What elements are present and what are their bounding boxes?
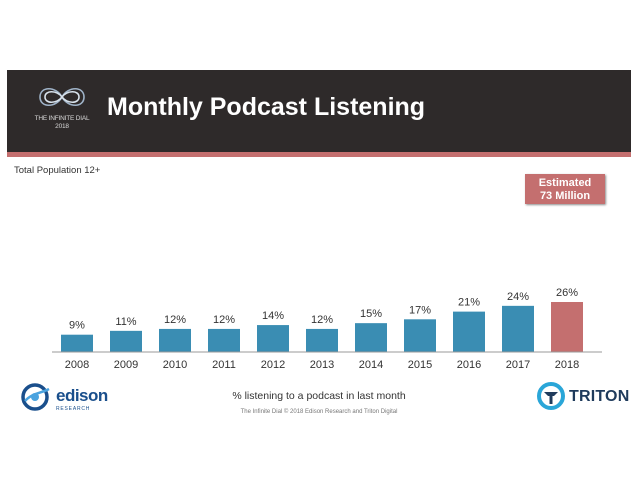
bar-2011 (208, 328, 240, 352)
data-label-2009: 11% (115, 316, 136, 328)
logo-caption: THE INFINITE DIAL 2018 (22, 115, 102, 131)
edison-research-logo: edison RESEARCH (18, 379, 108, 415)
estimate-callout: Estimated 73 Million (525, 174, 605, 204)
header-bar (7, 70, 631, 152)
callout-line-1: Estimated (538, 177, 592, 189)
bar-2018 (551, 302, 583, 352)
data-label-2016: 21% (458, 297, 480, 309)
x-tick-2010: 2010 (163, 359, 187, 371)
data-label-2014: 15% (360, 308, 382, 320)
x-axis-caption: % listening to a podcast in last month (232, 390, 406, 402)
x-tick-2015: 2015 (408, 359, 432, 371)
page-title: Monthly Podcast Listening (107, 93, 426, 121)
infinite-dial-logo: THE INFINITE DIAL 2018 (22, 78, 102, 140)
data-label-2010: 12% (164, 314, 186, 326)
x-tick-2016: 2016 (457, 359, 481, 371)
x-tick-2013: 2013 (310, 359, 334, 371)
data-label-2018: 26% (556, 287, 578, 299)
bar-2016 (453, 311, 485, 352)
data-label-2017: 24% (507, 291, 529, 303)
data-label-2013: 12% (311, 314, 333, 326)
edison-wordmark: edison (56, 386, 108, 405)
logo-line-2: 2018 (55, 123, 69, 130)
bar-2012 (257, 325, 289, 352)
edison-swirl-icon (21, 383, 50, 411)
x-tick-2009: 2009 (114, 359, 138, 371)
x-tick-2017: 2017 (506, 359, 530, 371)
population-subtitle: Total Population 12+ (14, 165, 101, 176)
logo-line-1: THE INFINITE DIAL (34, 115, 90, 122)
triton-mark-icon (537, 382, 565, 410)
x-tick-2018: 2018 (555, 359, 579, 371)
header-accent-line (7, 152, 631, 157)
infinity-icon (39, 87, 85, 107)
bar-2008 (61, 334, 93, 352)
bar-2013 (306, 328, 338, 352)
triton-digital-logo: TRITON (536, 379, 631, 413)
data-label-2011: 12% (213, 314, 235, 326)
x-tick-2014: 2014 (359, 359, 383, 371)
bar-2015 (404, 319, 436, 352)
bar-2009 (110, 330, 142, 352)
callout-line-2: 73 Million (539, 190, 591, 202)
bar-2010 (159, 328, 191, 352)
x-tick-2008: 2008 (65, 359, 89, 371)
source-credit: The Infinite Dial © 2018 Edison Research… (240, 409, 398, 415)
data-label-2015: 17% (409, 304, 431, 316)
bar-2014 (355, 323, 387, 352)
edison-subtext: RESEARCH (56, 406, 91, 412)
x-tick-2012: 2012 (261, 359, 285, 371)
data-label-2012: 14% (262, 310, 284, 322)
triton-wordmark: TRITON (569, 388, 630, 405)
bar-2017 (502, 305, 534, 352)
x-tick-2011: 2011 (212, 359, 236, 371)
data-label-2008: 9% (69, 320, 85, 332)
